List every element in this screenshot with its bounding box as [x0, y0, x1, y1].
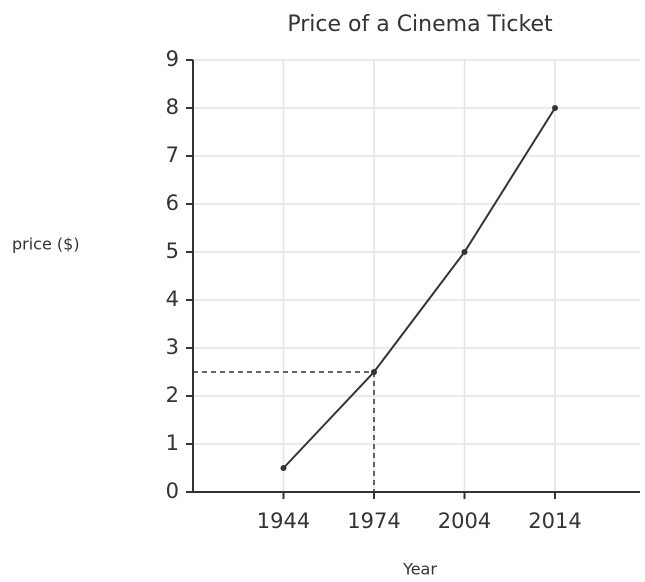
point [461, 249, 468, 255]
point [552, 105, 558, 111]
y-tick-label: 0 [166, 479, 179, 503]
x-tick-label: 2014 [528, 509, 581, 533]
y-tick-label: 8 [166, 95, 179, 119]
x-tick-label: 2004 [438, 509, 491, 533]
y-tick-label: 2 [166, 383, 179, 407]
chart-title: Price of a Cinema Ticket [287, 12, 553, 37]
y-tick-label: 5 [166, 239, 179, 263]
y-tick-label: 7 [166, 143, 179, 167]
point [371, 369, 377, 375]
y-tick-label: 4 [166, 287, 179, 311]
y-tick-label: 3 [166, 335, 179, 359]
y-tick-label: 1 [166, 431, 179, 455]
line [282, 107, 556, 469]
x-axis-label: Year [402, 560, 437, 579]
y-axis-label: price ($) [12, 235, 80, 254]
point [280, 465, 287, 471]
y-tick-label: 9 [166, 47, 179, 71]
x-tick-label: 1944 [257, 509, 310, 533]
x-tick-label: 1974 [347, 509, 400, 533]
y-tick-label: 6 [166, 191, 179, 215]
